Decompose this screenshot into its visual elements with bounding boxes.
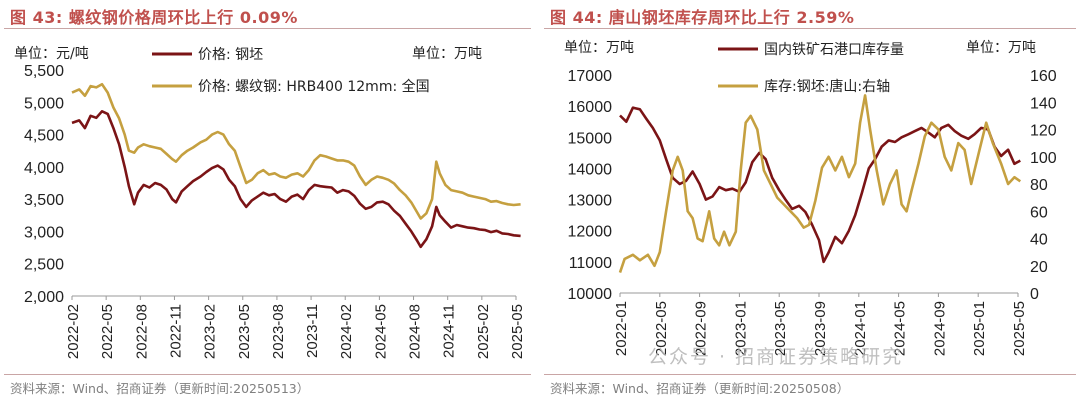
source-note: 资料来源：Wind、招商证券（更新时间:20250513）	[10, 381, 310, 396]
y-tick-label: 5,500	[24, 63, 64, 80]
x-tick-label: 2024-09	[931, 301, 948, 356]
chart-panel-billet-inventory: 图 44: 唐山钢坯库存周环比上行 2.59% 10000 11000 12000 1…	[540, 0, 1080, 403]
x-tick-label: 2024-05	[372, 304, 389, 359]
y-tick-label: 15000	[568, 130, 613, 147]
chart-panel-steel-price: 图 43: 螺纹钢价格周环比上行 0.09% 2,000 2,500 3,000 3,…	[0, 0, 535, 403]
x-tick-label: 2025-01	[971, 301, 988, 356]
y-tick-label: 11000	[569, 255, 612, 272]
unit-label-right: 单位：万吨	[412, 46, 482, 62]
series-line-0	[619, 106, 1021, 264]
y-tick-label: 2,000	[24, 289, 64, 306]
y-tick-label: 12000	[568, 224, 613, 241]
y-tick-label: 4,000	[24, 160, 64, 177]
series-line-1	[618, 94, 1022, 274]
x-tick-label: 2023-05	[772, 301, 789, 356]
x-tick-label: 2022-05	[653, 301, 670, 356]
series-line-1	[71, 82, 521, 220]
x-tick-label: 2022-02	[65, 304, 82, 359]
x-tick-label: 2022-11	[167, 304, 184, 358]
x-tick-label: 2024-08	[407, 304, 424, 359]
unit-label-left: 单位：万吨	[564, 40, 634, 56]
x-tick-label: 2022-01	[613, 301, 630, 356]
legend-label: 价格: 钢坯	[198, 47, 263, 63]
y-tick-label: 17000	[568, 68, 613, 85]
title-divider	[544, 28, 1076, 29]
x-tick-label: 2023-05	[236, 304, 253, 359]
x-tick-label: 2025-05	[1011, 301, 1028, 356]
x-tick-label: 2025-02	[475, 304, 492, 359]
x-tick-label: 2024-05	[892, 301, 909, 356]
y-tick-label: 13000	[568, 193, 613, 210]
unit-label-left: 单位：元/吨	[14, 46, 89, 62]
y-tick-label: 10000	[568, 286, 613, 303]
x-tick-label: 2022-05	[99, 304, 116, 359]
y-tick-label: 5,000	[24, 95, 64, 112]
y-tick-label: 2,500	[24, 257, 64, 274]
x-tick-label: 2023-01	[732, 301, 749, 356]
billet-inventory-chart: 10000 11000 12000 13000 14000 15000 16000 17000…	[564, 40, 1057, 356]
y2-tick-label: 120	[1030, 123, 1057, 140]
steel-price-chart: 2,000 2,500 3,000 3,500 4,000 4,500 5,000 5,500…	[14, 46, 526, 359]
y2-tick-label: 100	[1030, 150, 1057, 167]
x-tick-label: 2023-09	[812, 301, 829, 356]
source-note: 资料来源：Wind、招商证券（更新时间:20250508）	[550, 381, 850, 396]
x-tick-label: 2022-08	[133, 304, 150, 359]
footer-divider	[544, 374, 1076, 375]
y-tick-label: 4,500	[24, 128, 64, 145]
y2-tick-label: 40	[1030, 232, 1048, 249]
y-tick-label: 3,500	[24, 192, 64, 209]
legend-label: 国内铁矿石港口库存量	[764, 42, 904, 58]
x-tick-label: 2023-08	[270, 304, 287, 359]
x-tick-label: 2024-11	[441, 304, 458, 358]
watermark-text: 公众号 · 招商证券策略研究	[648, 346, 904, 368]
y-tick-label: 16000	[568, 99, 613, 116]
y2-tick-label: 140	[1030, 95, 1057, 112]
x-tick-label: 2022-09	[693, 301, 710, 356]
y2-tick-label: 0	[1030, 286, 1039, 303]
x-tick-label: 2024-02	[338, 304, 355, 359]
x-tick-label: 2024-01	[852, 301, 869, 356]
chart-title: 图 43: 螺纹钢价格周环比上行 0.09%	[10, 8, 298, 27]
footer-divider	[4, 374, 531, 375]
y2-tick-label: 60	[1030, 204, 1048, 221]
series-line-0	[71, 110, 521, 249]
x-tick-label: 2023-02	[202, 304, 219, 359]
legend-label: 库存:钢坯:唐山:右轴	[764, 78, 890, 95]
y2-tick-label: 80	[1030, 177, 1048, 194]
chart-title: 图 44: 唐山钢坯库存周环比上行 2.59%	[550, 8, 855, 27]
y2-tick-label: 20	[1030, 259, 1048, 276]
legend-label: 价格: 螺纹钢: HRB400 12mm: 全国	[198, 78, 430, 95]
y2-tick-label: 160	[1030, 68, 1057, 85]
unit-label-right: 单位：万吨	[966, 40, 1036, 56]
y-tick-label: 14000	[568, 161, 613, 178]
y-tick-label: 3,000	[24, 224, 64, 241]
title-divider	[4, 28, 531, 29]
x-tick-label: 2023-11	[304, 304, 321, 358]
x-tick-label: 2025-05	[509, 304, 526, 359]
